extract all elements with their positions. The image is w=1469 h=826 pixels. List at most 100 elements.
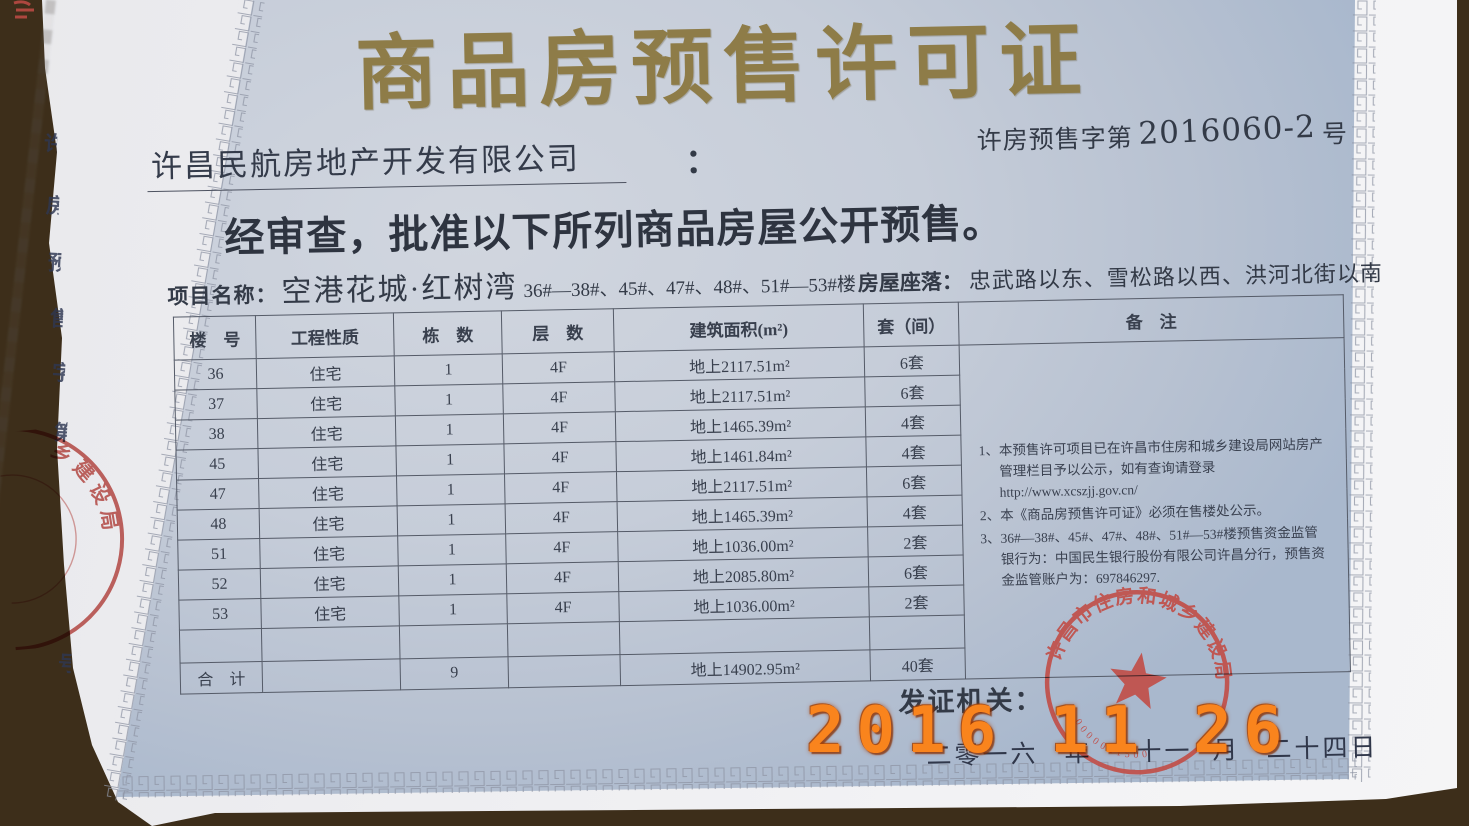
- table-cell: 4F: [504, 471, 618, 504]
- table-cell: 52: [178, 568, 261, 601]
- border-pattern-right: [1346, 0, 1376, 783]
- border-pattern-left: [100, 0, 265, 803]
- table-cell: 9: [400, 656, 509, 690]
- table-cell: 4套: [867, 495, 963, 527]
- project-label: 项目名称：: [167, 282, 278, 309]
- table-cell: 4F: [505, 501, 618, 534]
- table-cell: 6套: [868, 555, 964, 587]
- table-cell: 2套: [867, 525, 964, 557]
- table-cell: 住宅: [260, 595, 400, 629]
- table-cell: 36: [174, 358, 257, 391]
- border-pattern-bottom: [117, 757, 1358, 798]
- table-cell: 1: [396, 473, 506, 506]
- column-header: 套（间）: [863, 302, 960, 347]
- table-cell: 4套: [865, 405, 961, 437]
- column-header: 层 数: [501, 308, 615, 354]
- table-cell: 住宅: [256, 355, 395, 389]
- column-header: 备 注: [958, 294, 1345, 346]
- table-cell: 4F: [503, 411, 616, 444]
- table-cell: 1: [397, 533, 507, 566]
- table-cell: 1: [398, 563, 507, 596]
- permit-prefix: 许房预售字第: [976, 125, 1133, 156]
- table-cell: 地上1465.39m²: [617, 496, 868, 532]
- table-cell: 4F: [506, 561, 619, 594]
- table-cell: 住宅: [256, 385, 396, 419]
- table-cell: [261, 625, 401, 662]
- remark-notes: 1、本预售许可项目已在许昌市住房和城乡建设局网站房产管理栏目予以公示，如有查询请…: [978, 435, 1331, 592]
- table-cell: 住宅: [258, 475, 398, 509]
- table-cell: 4F: [502, 381, 616, 414]
- table-cell: 地上2085.80m²: [618, 556, 869, 592]
- table-cell: 6套: [864, 375, 961, 407]
- table-cell: 地上1036.00m²: [618, 586, 870, 622]
- table-cell: 地上2117.51m²: [614, 346, 865, 382]
- timestamp-month: 11: [1050, 694, 1152, 768]
- table-cell: 51: [177, 538, 261, 571]
- table-cell: 4F: [506, 591, 620, 624]
- table-cell: [619, 616, 870, 655]
- table-cell: 4F: [503, 441, 617, 474]
- project-buildings: 36#—38#、45#、47#、48#、51#—53#楼: [523, 274, 857, 302]
- project-name: 空港花城·红树湾: [281, 271, 518, 309]
- table-cell: 地上1465.39m²: [615, 406, 866, 442]
- column-header: 栋 数: [393, 310, 503, 356]
- table-cell: 1: [398, 593, 508, 626]
- table-cell: [508, 654, 621, 688]
- table-cell: [262, 658, 401, 693]
- table-cell: 1: [395, 443, 505, 476]
- table-cell: [507, 621, 620, 657]
- table-cell: 53: [178, 598, 262, 631]
- table-cell: 住宅: [257, 445, 397, 479]
- camera-timestamp: 2016 11 26: [806, 694, 1294, 768]
- table-cell: [399, 623, 509, 659]
- table-cell: 地上2117.51m²: [616, 466, 868, 502]
- location-value: 忠武路以东、雪松路以西、洪河北街以南: [968, 260, 1384, 294]
- table-cell: 地上1036.00m²: [617, 526, 869, 562]
- table-cell: 2套: [868, 585, 965, 617]
- table-cell: 48: [177, 508, 260, 541]
- table-cell: 地上1461.84m²: [615, 436, 867, 472]
- table-cell: 地上2117.51m²: [614, 376, 866, 412]
- table-cell: 住宅: [259, 535, 399, 569]
- table-cell: 1: [394, 353, 503, 386]
- table-cell: 4F: [502, 351, 615, 384]
- location-label: 房屋座落：: [857, 269, 964, 296]
- table-cell: 4F: [505, 531, 619, 564]
- table-cell: 45: [175, 448, 259, 481]
- seal-star-icon: [1110, 652, 1167, 709]
- table-cell: 1: [397, 503, 506, 536]
- table-cell: 4套: [865, 435, 962, 467]
- table-cell: [179, 628, 263, 664]
- column-header: 建筑面积(m²): [613, 303, 865, 352]
- approval-statement: 经审查，批准以下所列商品房屋公开预售。: [223, 200, 1004, 261]
- company-colon: ：: [684, 143, 720, 181]
- table-cell: 地上14902.95m²: [619, 649, 871, 686]
- table-cell: 6套: [864, 345, 960, 377]
- table-cell: 40套: [869, 648, 966, 681]
- permit-number-line: 许房预售字第 2016060-2 号: [976, 109, 1349, 157]
- permit-suffix: 号: [1321, 121, 1349, 149]
- table-cell: 37: [174, 388, 258, 421]
- table-cell: 6套: [866, 465, 962, 497]
- table-cell: 47: [176, 478, 260, 511]
- timestamp-year: 2016: [806, 694, 1009, 768]
- column-header: 工程性质: [255, 312, 395, 359]
- remark-note: 1、本预售许可项目已在许昌市住房和城乡建设局网站房产管理栏目予以公示，如有查询请…: [978, 436, 1323, 500]
- seal-fragment-top-icon: [13, 0, 34, 19]
- table-cell: 38: [175, 418, 258, 451]
- table-cell: 住宅: [260, 565, 399, 599]
- table-cell: 1: [394, 383, 504, 416]
- column-header: 楼 号: [173, 315, 257, 361]
- table-cell: 合 计: [180, 661, 263, 695]
- table-cell: 住宅: [257, 415, 396, 449]
- company-name: 许昌民航房地产开发有限公司: [146, 131, 627, 193]
- permit-number: 2016060-2: [1137, 108, 1317, 152]
- timestamp-day: 26: [1193, 694, 1295, 768]
- remark-note: 3、36#—38#、45#、47#、48#、51#—53#楼预售资金监管银行为：…: [980, 524, 1326, 588]
- table-cell: 住宅: [259, 505, 398, 539]
- table-cell: 1: [395, 413, 504, 446]
- table-cell: [869, 615, 965, 650]
